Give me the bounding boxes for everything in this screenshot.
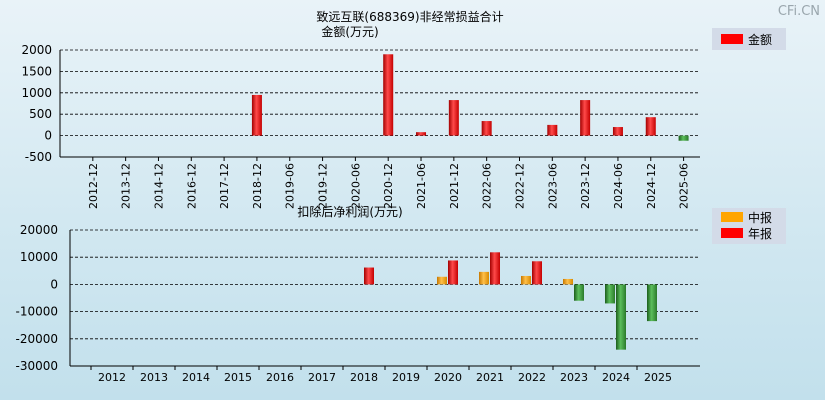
chart1-legend-label: 金额 <box>748 32 772 47</box>
chart1-bar <box>383 54 394 136</box>
chart1-ytick-label: 500 <box>29 107 52 121</box>
chart1-subtitle: 金额(万元) <box>321 24 378 39</box>
chart1-bar <box>416 132 427 136</box>
chart2-bar-annual <box>448 260 458 285</box>
chart2-ytick-label: 20000 <box>20 223 58 237</box>
chart1-xtick-label: 2013-12 <box>120 163 133 209</box>
chart1-bar <box>547 124 558 136</box>
chart1-xtick-label: 2014-12 <box>152 163 165 209</box>
chart2-bar-interim <box>479 271 489 285</box>
chart2-ytick-label: -30000 <box>15 359 58 373</box>
chart2-legend-label-interim: 中报 <box>748 210 772 225</box>
chart2-xtick-label: 2023 <box>560 371 588 384</box>
chart2-xtick-label: 2014 <box>182 371 210 384</box>
chart1-xtick-label: 2021-12 <box>448 163 461 209</box>
chart1-xtick-label: 2016-12 <box>185 163 198 209</box>
chart1-legend: 金额 <box>712 28 786 50</box>
chart1-bar <box>481 121 492 136</box>
watermark: CFi.CN <box>778 4 820 19</box>
chart2-xtick-label: 2020 <box>434 371 462 384</box>
chart1-bar <box>612 127 623 136</box>
chart1-xtick-label: 2019-12 <box>317 163 330 209</box>
chart1-xtick-label: 2019-06 <box>284 163 297 209</box>
chart1-xtick-label: 2023-12 <box>579 163 592 209</box>
chart2-bar-annual <box>532 261 542 285</box>
chart2-xtick-label: 2012 <box>98 371 126 384</box>
chart1-bar <box>645 117 656 136</box>
chart2-bar-interim <box>437 276 447 285</box>
chart2-xtick-label: 2019 <box>392 371 420 384</box>
chart1-bar <box>448 100 459 136</box>
chart1-legend-swatch <box>721 34 743 44</box>
chart2-xtick-label: 2015 <box>224 371 252 384</box>
chart2-ytick-label: -20000 <box>15 332 58 346</box>
chart1-ytick-label: 0 <box>44 129 52 143</box>
chart2-bar-annual <box>616 284 626 350</box>
chart2-ytick-label: 10000 <box>20 250 58 264</box>
chart2-legend-label-annual: 年报 <box>748 226 772 241</box>
chart2-xtick-label: 2021 <box>476 371 504 384</box>
chart2-bar-interim <box>563 278 573 285</box>
chart2-xtick-label: 2017 <box>308 371 336 384</box>
chart2-bar-annual <box>364 267 374 285</box>
chart1-ytick-label: 2000 <box>21 43 52 57</box>
chart2-xtick-label: 2013 <box>140 371 168 384</box>
chart1-xtick-label: 2021-06 <box>415 163 428 209</box>
chart2-legend: 中报 年报 <box>712 208 786 244</box>
chart1-ytick-label: -500 <box>25 150 52 164</box>
chart1-xtick-label: 2024-12 <box>645 163 658 209</box>
chart1-xtick-label: 2017-12 <box>218 163 231 209</box>
chart2-legend-swatch-interim <box>721 212 743 222</box>
chart1-ytick-label: 1500 <box>21 64 52 78</box>
chart1-title: 致远互联(688369)非经常损益合计 <box>316 9 503 24</box>
chart1-bar <box>580 100 591 136</box>
chart2-ytick-label: -10000 <box>15 305 58 319</box>
chart1-legend-box <box>712 28 786 50</box>
chart1-xtick-label: 2020-06 <box>349 163 362 209</box>
chart1-bar <box>251 94 262 136</box>
chart1-xtick-label: 2024-06 <box>612 163 625 209</box>
chart1-xtick-label: 2023-06 <box>546 163 559 209</box>
chart2-xtick-label: 2018 <box>350 371 378 384</box>
chart2-xtick-label: 2022 <box>518 371 546 384</box>
chart2-bar-interim <box>605 284 615 304</box>
chart1-xtick-label: 2020-12 <box>382 163 395 209</box>
chart1-xtick-label: 2018-12 <box>251 163 264 209</box>
chart1-bar <box>678 135 689 141</box>
chart2-bar-interim <box>647 284 657 322</box>
chart2-ytick-label: 0 <box>50 277 58 291</box>
chart1-xtick-label: 2012-12 <box>87 163 100 209</box>
chart1-xtick-label: 2022-12 <box>513 163 526 209</box>
chart2-xtick-label: 2024 <box>602 371 630 384</box>
chart2-bar-interim <box>521 275 531 285</box>
chart2-bar-annual <box>490 252 500 285</box>
chart2-xtick-label: 2016 <box>266 371 294 384</box>
chart2-xtick-label: 2025 <box>644 371 672 384</box>
chart2-legend-swatch-annual <box>721 228 743 238</box>
chart1-xtick-label: 2025-06 <box>678 163 691 209</box>
chart2-title: 扣除后净利润(万元) <box>297 204 402 219</box>
chart1-xtick-label: 2022-06 <box>481 163 494 209</box>
chart2-bar-annual <box>574 284 584 301</box>
chart1-ytick-label: 1000 <box>21 86 52 100</box>
